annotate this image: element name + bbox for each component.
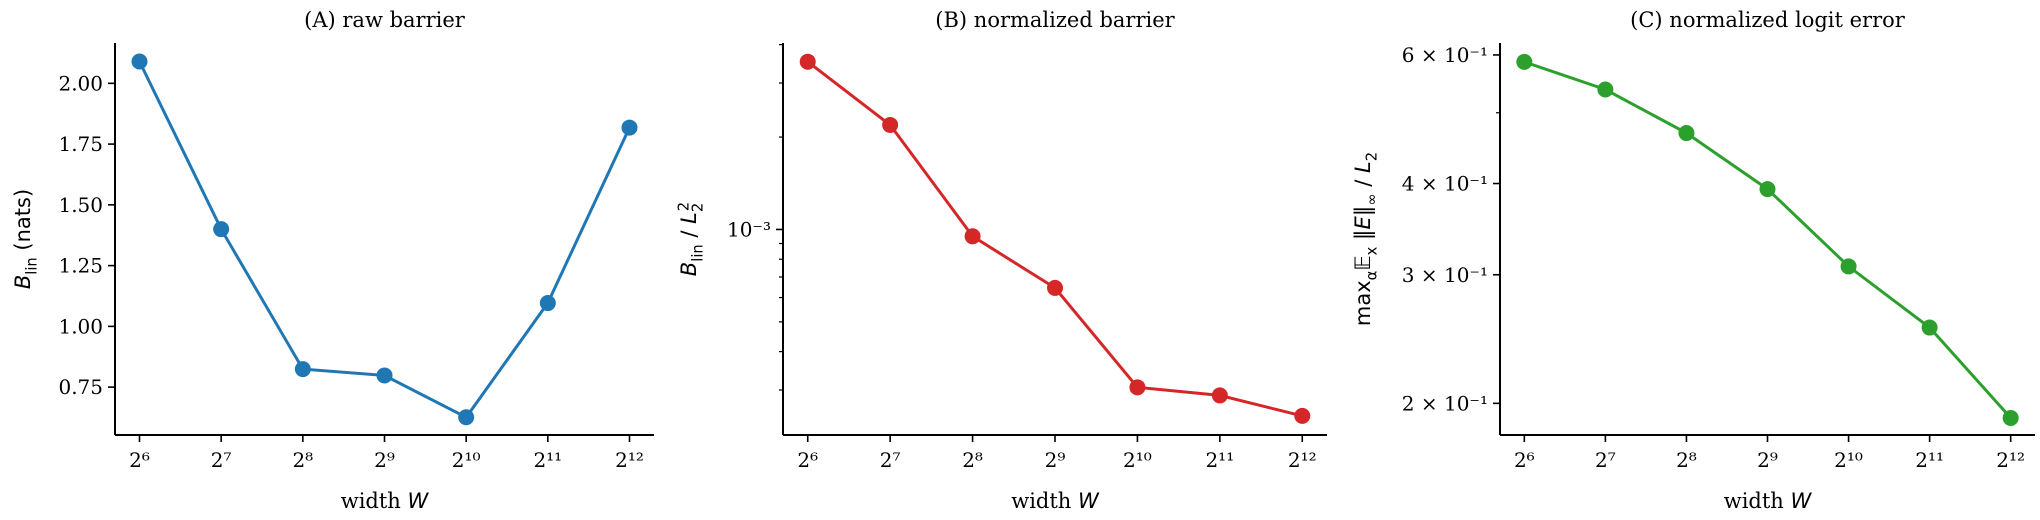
data-point (1759, 181, 1776, 198)
data-point (1294, 407, 1311, 424)
chart-title: (A) raw barrier (304, 8, 466, 32)
y-tick-label: 0.75 (58, 375, 103, 399)
data-point (1516, 53, 1533, 70)
y-tick-label: 3 × 10⁻¹ (1402, 263, 1488, 287)
label-part: B (11, 275, 35, 289)
label-part: ∞ (1363, 193, 1380, 205)
data-point (1678, 125, 1695, 142)
y-tick-label: 6 × 10⁻¹ (1402, 43, 1488, 67)
panel-a: (A) raw barrier 2⁶ 2⁷ 2⁸ 2⁹ 2¹⁰ 2¹¹ 2¹² width W 0… (11, 8, 654, 513)
label-part: E (1351, 215, 1375, 229)
label-part: max (1351, 280, 1375, 326)
data-point (213, 221, 230, 238)
label-part: ‖ (1351, 206, 1376, 217)
label-part: width (341, 489, 408, 513)
x-tick-label: 2⁷ (880, 448, 901, 472)
panel-b: (B) normalized barrier 2⁶ 2⁷ 2⁸ 2⁹ 2¹⁰ 2¹¹ 2¹² w… (676, 8, 1327, 513)
chart-title: (C) normalized logit error (1630, 8, 1906, 32)
x-tick-label: 2⁸ (962, 448, 983, 472)
x-tick-label: 2¹² (1996, 448, 2025, 472)
y-tick-label: 10⁻³ (727, 217, 771, 241)
x-tick-label: 2¹⁰ (1123, 448, 1152, 472)
x-tick-label: 2¹² (1288, 448, 1317, 472)
x-tick-label: 2⁹ (1757, 448, 1778, 472)
x-tick-label: 2¹¹ (1205, 448, 1234, 472)
x-tick-label: 2⁶ (129, 448, 150, 472)
x-tick-label: 2¹⁰ (1834, 448, 1863, 472)
x-tick-label: 2⁷ (211, 448, 232, 472)
data-point (458, 409, 475, 426)
x-tick-label: 2⁸ (1676, 448, 1697, 472)
x-tick-label: 2⁸ (292, 448, 313, 472)
label-part: B (677, 262, 701, 276)
y-axis-label: Blin​ (nats) (11, 189, 40, 289)
data-point (1597, 81, 1614, 98)
data-point (1211, 387, 1228, 404)
x-tick-label: 2¹¹ (533, 448, 562, 472)
y-tick-label: 1.25 (58, 254, 103, 278)
label-part: W (408, 489, 430, 513)
label-part: 𝔼 (1351, 255, 1375, 270)
y-tick-label: 4 × 10⁻¹ (1402, 172, 1488, 196)
y-tick-label: 2 × 10⁻¹ (1402, 391, 1488, 415)
label-part: (nats) (11, 189, 35, 257)
data-point (1921, 319, 1938, 336)
label-part: / (1351, 173, 1375, 193)
label-part: W (1078, 489, 1100, 513)
y-tick-label: 1.75 (58, 132, 103, 156)
y-axis-label: Blin​ / L2​2​ (676, 202, 707, 276)
label-part: x (1363, 246, 1380, 255)
data-point (294, 361, 311, 378)
label-part: 2 (689, 203, 706, 212)
data-point (799, 53, 816, 70)
series-line (1523, 60, 2012, 419)
label-part: width (1011, 489, 1078, 513)
data-point (539, 295, 556, 312)
y-tick-label: 1.50 (58, 193, 103, 217)
x-tick-label: 2⁹ (1045, 448, 1066, 472)
label-part: 2 (1363, 152, 1380, 161)
x-axis-label: width W (1011, 489, 1100, 513)
x-axis-label: width W (341, 489, 430, 513)
label-part: L (1351, 161, 1375, 173)
label-part: width (1724, 489, 1791, 513)
x-tick-label: 2⁷ (1595, 448, 1616, 472)
x-tick-label: 2⁹ (374, 448, 395, 472)
x-tick-label: 2¹¹ (1915, 448, 1944, 472)
data-point (882, 116, 899, 133)
data-point (1840, 258, 1857, 275)
label-part: L (677, 212, 701, 224)
panel-c: (C) normalized logit error 2⁶ 2⁷ 2⁸ 2⁹ 2¹⁰ 2¹¹… (1351, 8, 2035, 513)
label-part-sup: 2 (676, 202, 693, 211)
chart-title: (B) normalized barrier (935, 8, 1175, 32)
label-part: ‖ (1351, 229, 1376, 246)
label-part: lin (689, 244, 706, 261)
x-axis-label: width W (1724, 489, 1813, 513)
label-part: W (1791, 489, 1813, 513)
data-point (376, 367, 393, 384)
x-tick-label: 2¹⁰ (452, 448, 481, 472)
y-tick-label: 1.00 (58, 314, 103, 338)
data-point (1129, 379, 1146, 396)
data-point (964, 228, 981, 245)
x-tick-label: 2⁶ (797, 448, 818, 472)
label-part: lin (23, 257, 40, 274)
series-line (806, 60, 1303, 418)
data-point (1047, 279, 1063, 296)
label-part: / (677, 224, 701, 244)
label-part: α (1363, 271, 1380, 281)
data-point (131, 53, 148, 70)
x-tick-label: 2⁶ (1514, 448, 1535, 472)
series-line (138, 60, 631, 420)
data-point (2002, 409, 2019, 426)
y-axis-label: maxα​𝔼x​ ‖E‖∞​ / L2​ (1351, 152, 1380, 326)
x-tick-label: 2¹² (615, 448, 644, 472)
y-tick-label: 2.00 (58, 71, 103, 95)
data-point (621, 119, 638, 136)
